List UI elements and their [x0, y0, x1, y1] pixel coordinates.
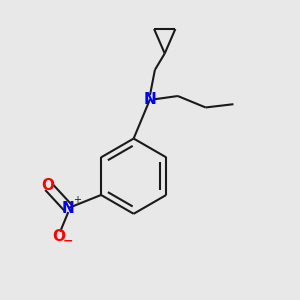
- Text: O: O: [41, 178, 54, 193]
- Text: +: +: [74, 195, 82, 205]
- Text: N: N: [62, 201, 75, 216]
- Text: O: O: [52, 229, 65, 244]
- Text: N: N: [144, 92, 156, 107]
- Text: −: −: [63, 235, 74, 248]
